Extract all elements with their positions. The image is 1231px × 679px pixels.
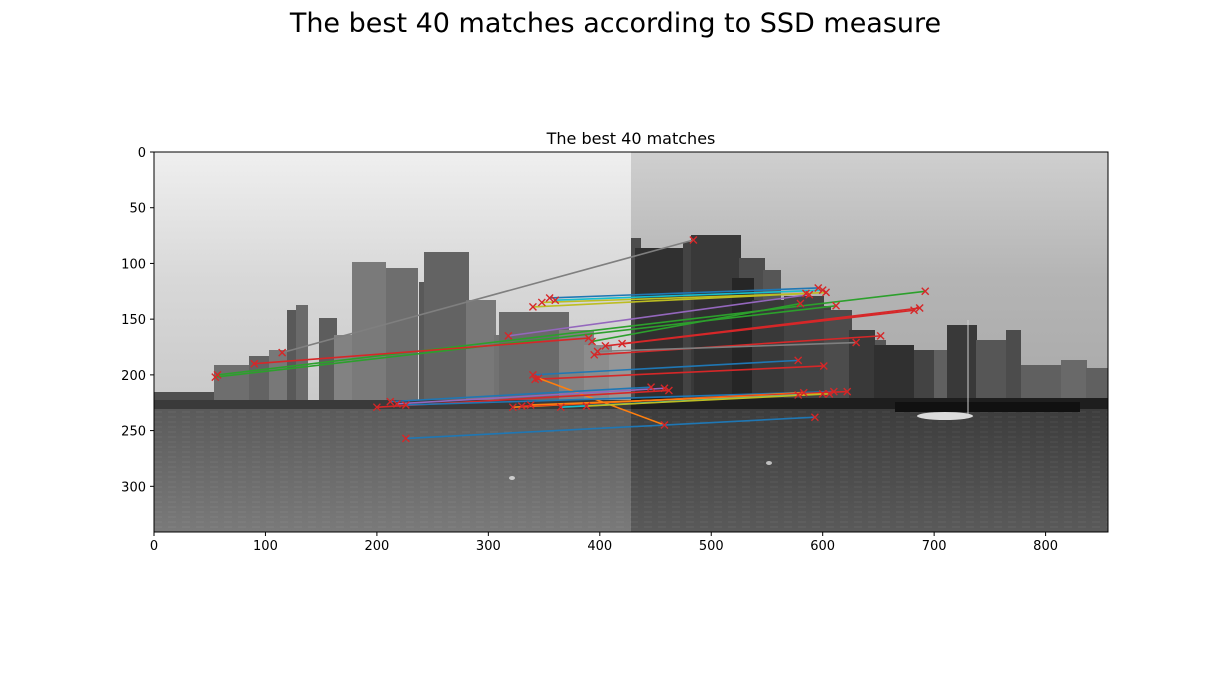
match-marker-right (822, 288, 831, 297)
match-markers (211, 236, 930, 443)
match-line (390, 386, 652, 403)
y-tick-label: 250 (121, 425, 146, 440)
axes-frame (153, 151, 1109, 533)
match-marker-left (551, 296, 560, 305)
x-tick-label: 100 (253, 539, 278, 554)
match-line (254, 337, 589, 365)
match-marker-right (876, 331, 885, 340)
y-tick-label: 100 (121, 257, 146, 272)
match-marker-left (556, 403, 565, 412)
figure-suptitle: The best 40 matches according to SSD mea… (289, 8, 942, 39)
match-marker-right (910, 306, 919, 315)
match-marker-left (545, 293, 554, 302)
match-marker-right (794, 356, 803, 365)
match-marker-left (386, 397, 395, 406)
match-line (405, 416, 815, 440)
match-marker-left (618, 339, 627, 348)
x-tick-label: 500 (699, 539, 724, 554)
x-tick-label: 0 (150, 539, 158, 554)
match-marker-right (915, 304, 924, 313)
match-marker-right (660, 384, 669, 393)
match-marker-left (401, 400, 410, 409)
match-marker-right (819, 361, 828, 370)
x-tick-label: 300 (476, 539, 501, 554)
match-marker-right (818, 389, 827, 398)
match-line (396, 387, 665, 405)
y-axis-ticks: 0 50 100 150 200 250 300 (121, 146, 154, 495)
match-marker-left (526, 400, 535, 409)
x-axis-ticks: 0 100 200 300 400 500 600 700 800 (150, 532, 1058, 554)
match-marker-left (528, 302, 537, 311)
match-line (281, 239, 694, 354)
match-marker-right (664, 386, 673, 395)
match-marker-left (213, 370, 222, 379)
x-tick-label: 600 (810, 539, 835, 554)
axes-title: The best 40 matches (546, 129, 716, 148)
match-marker-left (534, 374, 543, 383)
match-line (586, 393, 830, 407)
match-marker-left (601, 341, 610, 350)
match-line (621, 307, 920, 345)
match-marker-left (587, 337, 596, 346)
y-tick-label: 200 (121, 369, 146, 384)
y-tick-label: 50 (129, 202, 146, 217)
y-tick-label: 150 (121, 313, 146, 328)
match-marker-left (528, 370, 537, 379)
match-lines (215, 239, 926, 440)
match-marker-left (537, 298, 546, 307)
match-marker-left (401, 434, 410, 443)
match-line (532, 359, 799, 376)
match-marker-left (250, 359, 259, 368)
match-marker-left (582, 402, 591, 411)
match-marker-right (814, 283, 823, 292)
stitched-photo (154, 152, 1108, 532)
match-line (555, 289, 823, 302)
x-tick-label: 700 (922, 539, 947, 554)
match-line (217, 290, 926, 376)
y-tick-label: 300 (121, 480, 146, 495)
match-marker-right (832, 301, 841, 310)
match-marker-left (278, 348, 287, 357)
match-marker-right (921, 287, 930, 296)
match-marker-right (852, 338, 861, 347)
match-line (535, 365, 824, 381)
match-marker-right (829, 387, 838, 396)
match-marker-left (372, 403, 381, 412)
match-marker-right (660, 421, 669, 430)
y-tick-label: 0 (138, 146, 146, 161)
match-marker-right (843, 387, 852, 396)
match-marker-right (799, 388, 808, 397)
match-line (549, 287, 819, 299)
match-line (597, 341, 857, 353)
match-marker-left (508, 403, 517, 412)
match-marker-left (517, 402, 526, 411)
match-marker-left (392, 399, 401, 408)
match-marker-right (794, 390, 803, 399)
match-marker-right (805, 290, 814, 299)
match-marker-right (825, 389, 834, 398)
match-marker-left (504, 331, 513, 340)
match-line (591, 302, 801, 343)
match-marker-left (593, 347, 602, 356)
x-tick-label: 800 (1033, 539, 1058, 554)
x-tick-label: 400 (587, 539, 612, 554)
match-line (594, 335, 881, 356)
match-line (405, 390, 834, 406)
match-line (532, 291, 827, 308)
match-marker-right (796, 299, 805, 308)
match-marker-right (647, 383, 656, 392)
x-tick-label: 200 (364, 539, 389, 554)
match-line (508, 293, 810, 337)
match-marker-right (689, 236, 698, 245)
match-line (215, 304, 837, 378)
match-marker-right (810, 413, 819, 422)
